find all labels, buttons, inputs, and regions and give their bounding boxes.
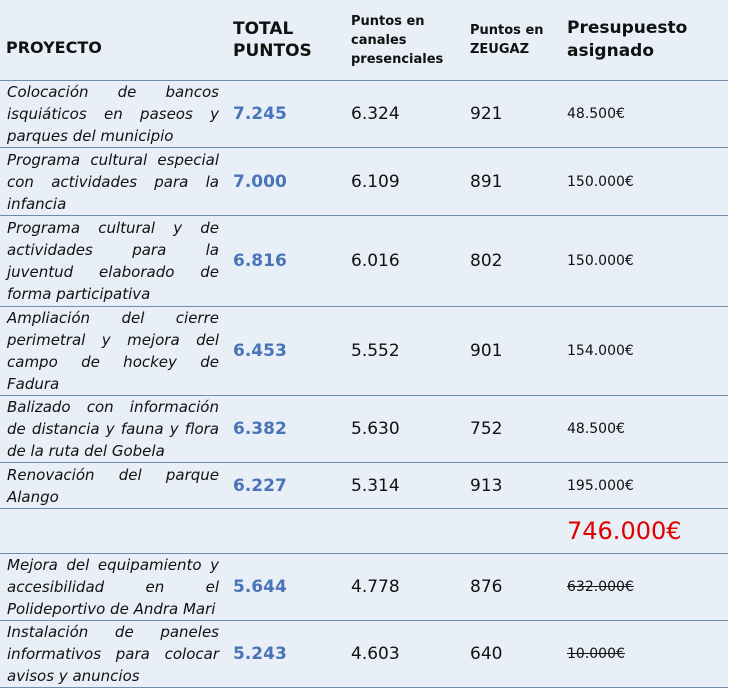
header-presencial-points: Puntos en canales presenciales [345, 0, 464, 81]
total-points: 7.000 [227, 147, 345, 216]
project-name: Ampliación del cierre perimetral y mejor… [0, 306, 227, 396]
budget-value: 150.000€ [561, 215, 728, 307]
zeugaz-points: 802 [464, 215, 561, 307]
zeugaz-points: 752 [464, 395, 561, 463]
budget-value: 195.000€ [561, 462, 728, 509]
table-row: Colocación de bancos isquiáticos en pase… [0, 80, 728, 148]
zeugaz-points: 921 [464, 80, 561, 148]
presencial-points: 5.630 [345, 395, 464, 463]
zeugaz-points: 876 [464, 553, 561, 621]
header-zeugaz-points: Puntos en ZEUGAZ [464, 0, 561, 81]
table-row-excluded: Mejora del equipamiento y accesibilidad … [0, 553, 728, 621]
budget-value: 48.500€ [561, 395, 728, 463]
total-points: 5.243 [227, 620, 345, 688]
zeugaz-points: 913 [464, 462, 561, 509]
table-row-excluded: Instalación de paneles informativos para… [0, 620, 728, 688]
budget-value: 48.500€ [561, 80, 728, 148]
presencial-points: 4.603 [345, 620, 464, 688]
sum-row: 746.000€ [0, 508, 728, 554]
table-row: Programa cultural y de actividades para … [0, 215, 728, 307]
table-row: Renovación del parque Alango 6.227 5.314… [0, 462, 728, 509]
presencial-points: 6.324 [345, 80, 464, 148]
project-name: Balizado con información de distancia y … [0, 395, 227, 463]
zeugaz-points: 901 [464, 306, 561, 396]
budget-value: 150.000€ [561, 147, 728, 216]
project-name: Renovación del parque Alango [0, 462, 227, 509]
total-points: 7.245 [227, 80, 345, 148]
total-points: 6.382 [227, 395, 345, 463]
budget-value-struck: 10.000€ [561, 620, 728, 688]
struck-budget: 632.000€ [567, 579, 634, 595]
zeugaz-points: 891 [464, 147, 561, 216]
header-total-points: TOTAL PUNTOS [227, 0, 345, 81]
project-name: Programa cultural y de actividades para … [0, 215, 227, 307]
budget-value-struck: 632.000€ [561, 553, 728, 621]
presencial-points: 6.109 [345, 147, 464, 216]
zeugaz-points: 640 [464, 620, 561, 688]
presencial-points: 4.778 [345, 553, 464, 621]
project-name: Programa cultural especial con actividad… [0, 147, 227, 216]
total-points: 6.816 [227, 215, 345, 307]
presencial-points: 5.552 [345, 306, 464, 396]
table-row: Ampliación del cierre perimetral y mejor… [0, 306, 728, 396]
project-name: Mejora del equipamiento y accesibilidad … [0, 553, 227, 621]
total-points: 5.644 [227, 553, 345, 621]
total-points: 6.227 [227, 462, 345, 509]
header-row: PROYECTO TOTAL PUNTOS Puntos en canales … [0, 0, 728, 81]
table-row: Programa cultural especial con actividad… [0, 147, 728, 216]
project-name: Colocación de bancos isquiáticos en pase… [0, 80, 227, 148]
sum-spacer [0, 508, 561, 554]
presencial-points: 5.314 [345, 462, 464, 509]
header-project: PROYECTO [0, 0, 227, 81]
struck-budget: 10.000€ [567, 646, 625, 662]
header-budget: Presupuesto asignado [561, 0, 728, 81]
total-points: 6.453 [227, 306, 345, 396]
table-row: Balizado con información de distancia y … [0, 395, 728, 463]
budget-sum-total: 746.000€ [561, 508, 728, 554]
budget-value: 154.000€ [561, 306, 728, 396]
project-name: Instalación de paneles informativos para… [0, 620, 227, 688]
presencial-points: 6.016 [345, 215, 464, 307]
